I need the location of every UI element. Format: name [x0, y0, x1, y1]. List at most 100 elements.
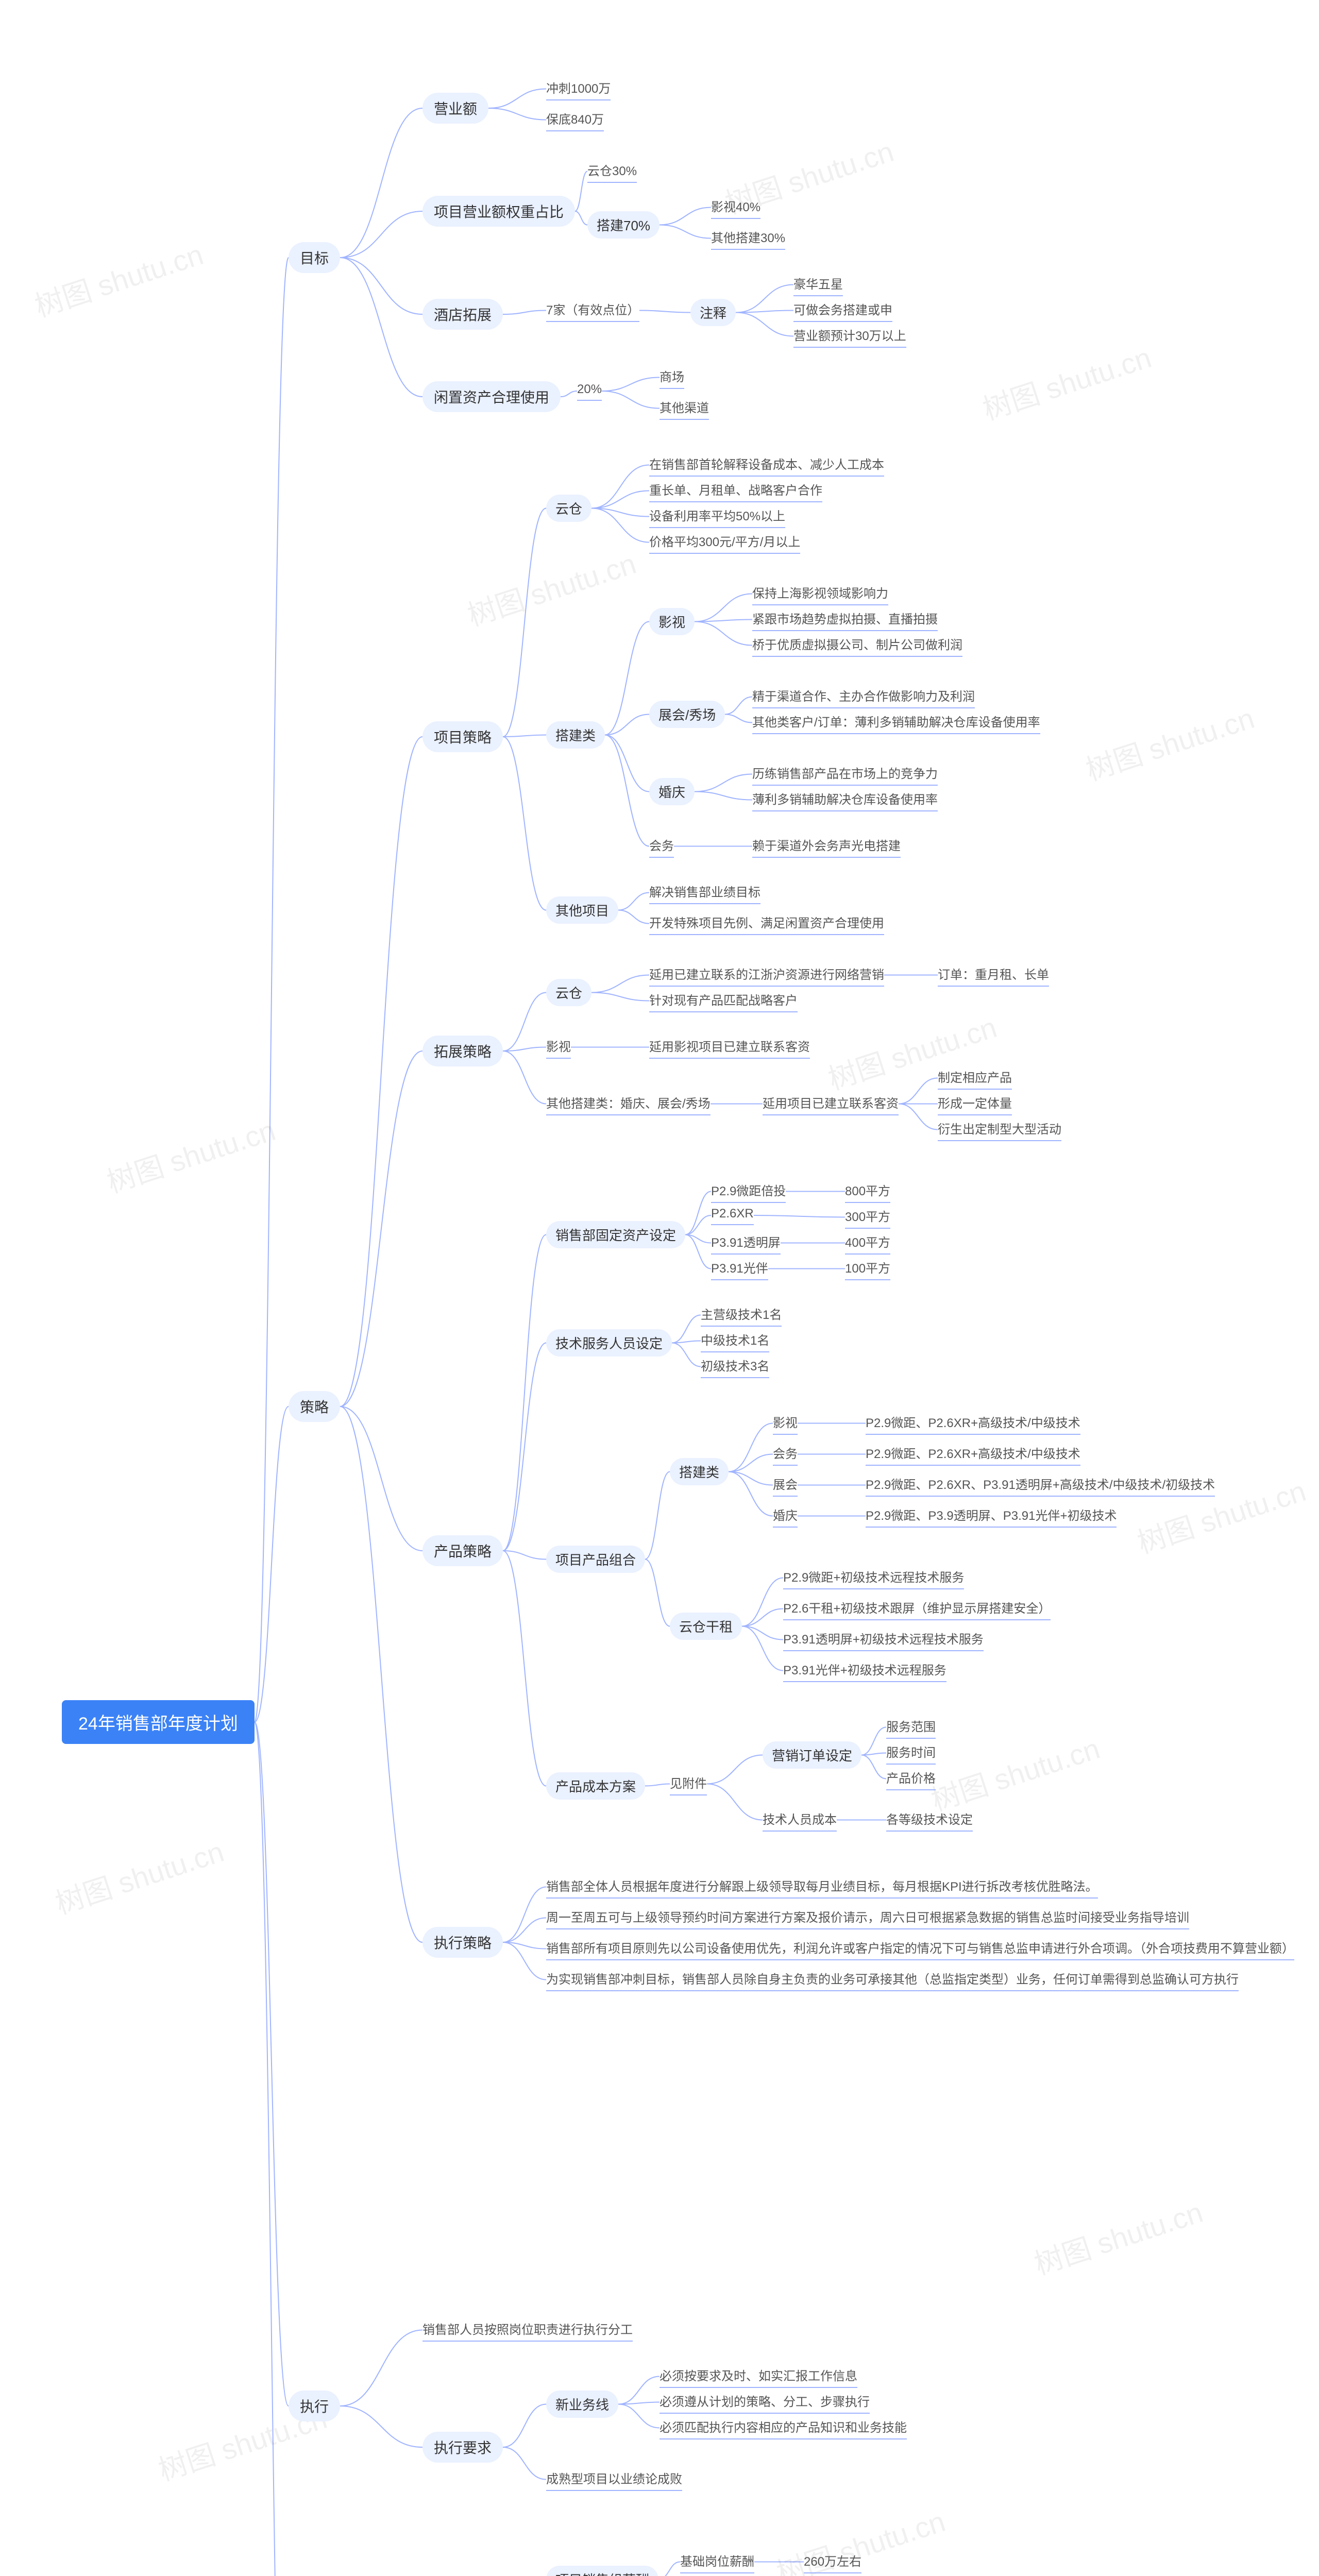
leaf-node: 延用影视项目已建立联系客资: [649, 1036, 810, 1059]
leaf-node: 其他渠道: [660, 397, 709, 420]
branch-node[interactable]: 婚庆: [649, 778, 695, 805]
leaf-node: P2.9微距、P2.6XR+高级技术/中级技术: [866, 1412, 1080, 1435]
leaf-node: 延用已建立联系的江浙沪资源进行网络营销: [649, 963, 884, 987]
branch-node[interactable]: 注释: [690, 299, 736, 326]
leaf-node: 服务范围: [886, 1716, 936, 1739]
branch-node[interactable]: 项目产品组合: [546, 1546, 645, 1573]
leaf-node: 形成一定体量: [938, 1092, 1012, 1115]
leaf-node: P2.6干租+初级技术跟屏（维护显示屏搭建安全）: [783, 1597, 1051, 1620]
leaf-node: 桥于优质虚拟摄公司、制片公司做利润: [752, 634, 962, 657]
leaf-node: P2.9微距、P2.6XR+高级技术/中级技术: [866, 1443, 1080, 1466]
branch-node[interactable]: 云仓: [546, 979, 591, 1006]
branch-node[interactable]: 营业额: [422, 93, 488, 124]
branch-node[interactable]: 展会/秀场: [649, 701, 725, 728]
leaf-node: 必须匹配执行内容相应的产品知识和业务技能: [660, 2416, 907, 2439]
leaf-node: 豪华五星: [793, 273, 843, 296]
leaf-node: 260万左右: [804, 2550, 861, 2573]
leaf-node: 开发特殊项目先例、满足闲置资产合理使用: [649, 912, 884, 935]
leaf-node: 针对现有产品匹配战略客户: [649, 989, 798, 1012]
leaf-node: 云仓30%: [587, 160, 637, 183]
leaf-node: 为实现销售部冲刺目标，销售部人员除自身主负责的业务可承接其他（总监指定类型）业务…: [546, 1968, 1239, 1991]
leaf-node: 影视40%: [711, 196, 760, 219]
watermark: 树图 shutu.cn: [977, 335, 1156, 429]
branch-node[interactable]: 云仓: [546, 495, 591, 522]
branch-node[interactable]: 执行策略: [422, 1927, 503, 1958]
leaf-node: 价格平均300元/平方/月以上: [649, 531, 800, 554]
leaf-node: 初级技术3名: [701, 1355, 769, 1378]
leaf-node: 赖于渠道外会务声光电搭建: [752, 835, 901, 858]
leaf-node: 在销售部首轮解释设备成本、减少人工成本: [649, 453, 884, 477]
branch-node[interactable]: 项目销售组薪酬: [546, 2566, 658, 2576]
branch-node[interactable]: 闲置资产合理使用: [422, 381, 561, 412]
leaf-node: 设备利用率平均50%以上: [649, 505, 785, 528]
leaf-node: 制定相应产品: [938, 1066, 1012, 1090]
leaf-node: 衍生出定制型大型活动: [938, 1118, 1061, 1141]
leaf-node: 100平方: [845, 1257, 890, 1280]
main-branch[interactable]: 策略: [289, 1391, 340, 1422]
leaf-node: P2.9微距、P3.9透明屏、P3.91光伴+初级技术: [866, 1504, 1117, 1528]
leaf-node: 服务时间: [886, 1741, 936, 1765]
leaf-node: 会务: [773, 1443, 798, 1466]
leaf-node: 中级技术1名: [701, 1329, 769, 1352]
leaf-node: 保底840万: [546, 108, 604, 131]
branch-node[interactable]: 营销订单设定: [763, 1741, 861, 1769]
leaf-node: 必须按要求及时、如实汇报工作信息: [660, 2365, 857, 2388]
leaf-node: 其他搭建类：婚庆、展会/秀场: [546, 1092, 711, 1115]
leaf-node: 销售部人员按照岗位职责进行执行分工: [422, 2318, 633, 2342]
branch-node[interactable]: 云仓干租: [670, 1613, 742, 1640]
leaf-node: 保持上海影视领域影响力: [752, 582, 888, 605]
branch-node[interactable]: 新业务线: [546, 2391, 618, 2418]
leaf-node: P3.91透明屏+初级技术远程技术服务: [783, 1628, 984, 1651]
branch-node[interactable]: 搭建类: [546, 721, 605, 749]
main-branch[interactable]: 执行: [289, 2391, 340, 2421]
branch-node[interactable]: 产品策略: [422, 1535, 503, 1566]
leaf-node: 必须遵从计划的策略、分工、步骤执行: [660, 2391, 870, 2414]
leaf-node: 主营级技术1名: [701, 1303, 782, 1327]
branch-node[interactable]: 拓展策略: [422, 1036, 503, 1066]
watermark: 树图 shutu.cn: [1028, 2190, 1208, 2283]
leaf-node: 商场: [660, 366, 684, 389]
branch-node[interactable]: 搭建类: [670, 1458, 729, 1485]
leaf-node: 冲刺1000万: [546, 77, 611, 100]
branch-node[interactable]: 技术服务人员设定: [546, 1329, 672, 1357]
branch-node[interactable]: 影视: [649, 608, 695, 635]
branch-node[interactable]: 其他项目: [546, 896, 618, 924]
leaf-node: 400平方: [845, 1231, 890, 1255]
leaf-node: 销售部全体人员根据年度进行分解跟上级领导取每月业绩目标，每月根据KPI进行拆改考…: [546, 1875, 1098, 1899]
watermark: 树图 shutu.cn: [462, 541, 641, 635]
leaf-node: 20%: [577, 381, 602, 401]
watermark: 树图 shutu.cn: [925, 1726, 1105, 1820]
main-branch[interactable]: 目标: [289, 242, 340, 273]
leaf-node: 精于渠道合作、主办合作做影响力及利润: [752, 685, 975, 708]
leaf-node: 会务: [649, 835, 674, 858]
mindmap-canvas: 树图 shutu.cn 树图 shutu.cn 树图 shutu.cn 树图 shut…: [0, 0, 1319, 2576]
leaf-node: 300平方: [845, 1206, 890, 1229]
leaf-node: 影视: [773, 1412, 798, 1435]
branch-node[interactable]: 酒店拓展: [422, 299, 503, 330]
branch-node[interactable]: 执行要求: [422, 2432, 503, 2463]
leaf-node: 解决销售部业绩目标: [649, 881, 760, 904]
leaf-node: 营业额预计30万以上: [793, 325, 906, 348]
branch-node[interactable]: 销售部固定资产设定: [546, 1221, 685, 1248]
leaf-node: P2.9微距+初级技术远程技术服务: [783, 1566, 964, 1589]
leaf-node: 周一至周五可与上级领导预约时间方案进行方案及报价请示，周六日可根据紧急数据的销售…: [546, 1906, 1189, 1929]
leaf-node: 其他搭建30%: [711, 227, 785, 250]
leaf-node: 见附件: [670, 1772, 707, 1795]
leaf-node: 薄利多销辅助解决仓库设备使用率: [752, 788, 938, 811]
leaf-node: 产品价格: [886, 1767, 936, 1790]
branch-node[interactable]: 项目策略: [422, 721, 503, 752]
branch-node[interactable]: 搭建70%: [587, 211, 660, 239]
watermark: 树图 shutu.cn: [29, 232, 208, 326]
leaf-node: 重长单、月租单、战略客户合作: [649, 479, 822, 502]
leaf-node: 历练销售部产品在市场上的竞争力: [752, 762, 938, 786]
leaf-node: 7家（有效点位）: [546, 299, 639, 322]
leaf-node: 婚庆: [773, 1504, 798, 1528]
leaf-node: 成熟型项目以业绩论成败: [546, 2468, 682, 2491]
root-node[interactable]: 24年销售部年度计划: [62, 1700, 255, 1744]
leaf-node: 延用项目已建立联系客资: [763, 1092, 899, 1115]
leaf-node: 其他类客户/订单：薄利多销辅助解决仓库设备使用率: [752, 711, 1040, 734]
leaf-node: P3.91光伴+初级技术远程服务: [783, 1659, 946, 1682]
leaf-node: 基础岗位薪酬: [680, 2550, 754, 2573]
branch-node[interactable]: 产品成本方案: [546, 1772, 645, 1800]
branch-node[interactable]: 项目营业额权重占比: [422, 196, 575, 227]
